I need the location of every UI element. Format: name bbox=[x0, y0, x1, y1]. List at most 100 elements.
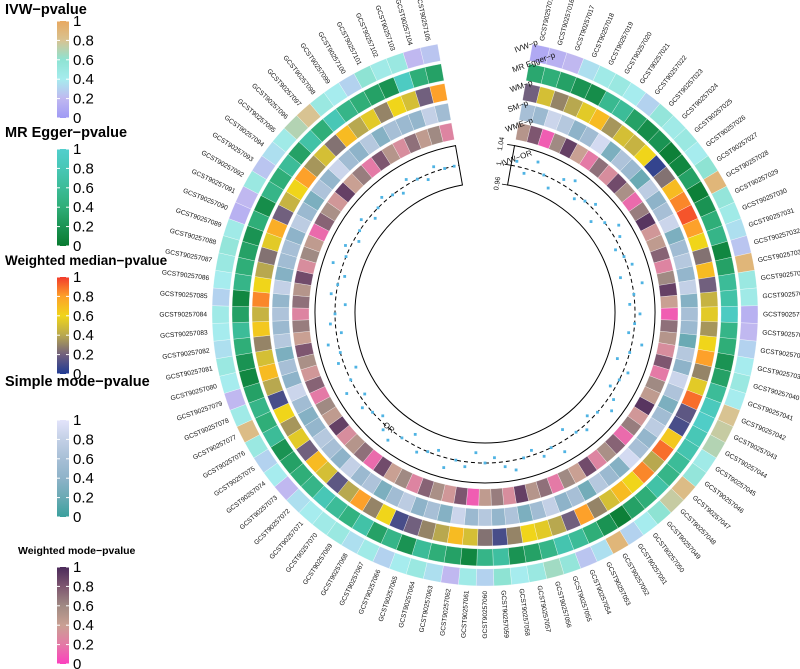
or-point bbox=[562, 178, 566, 181]
or-point bbox=[413, 432, 417, 436]
or-point bbox=[573, 179, 577, 183]
id-label: GCST90257078 bbox=[183, 417, 230, 442]
heatmap-cell-ivw bbox=[493, 567, 512, 587]
heatmap-cell-ivw bbox=[734, 252, 755, 274]
legend-tick-label: 1 bbox=[73, 269, 81, 286]
id-label: GCST90257079 bbox=[176, 400, 224, 422]
heatmap-cell-wme bbox=[291, 319, 311, 334]
heatmap-cell-ivw bbox=[211, 287, 231, 307]
heatmap-cell-egger bbox=[719, 289, 739, 307]
legend-tick-label: 0.8 bbox=[73, 160, 94, 177]
or-point bbox=[610, 409, 614, 413]
heatmap-cell-sm bbox=[434, 103, 452, 123]
heatmap-cell-wm bbox=[699, 291, 719, 308]
heatmap-cell-sm bbox=[271, 293, 290, 308]
id-label: GCST90257090 bbox=[182, 188, 229, 213]
heatmap-cell-egger bbox=[231, 289, 251, 307]
id-label: GCST90257032 bbox=[753, 228, 800, 247]
or-point bbox=[546, 186, 550, 190]
heatmap-cell-egger bbox=[507, 545, 527, 565]
heatmap-cell-wme bbox=[291, 307, 310, 321]
or-point bbox=[463, 465, 467, 469]
heatmap-cell-egger bbox=[717, 337, 737, 356]
or-point bbox=[622, 255, 626, 258]
heatmap-cell-sm bbox=[271, 307, 290, 322]
or-point bbox=[363, 392, 367, 396]
id-label: GCST90257066 bbox=[358, 568, 383, 615]
id-label: GCST90257087 bbox=[164, 248, 212, 264]
id-label: GCST90257081 bbox=[165, 365, 213, 381]
id-label: GCST90257055 bbox=[570, 575, 592, 623]
heatmap-cell-sm bbox=[678, 279, 698, 296]
or-point bbox=[345, 392, 349, 395]
heatmap-cell-egger bbox=[443, 545, 463, 565]
or-point bbox=[437, 448, 440, 452]
legend-colorbar-sm bbox=[57, 420, 69, 517]
or-point bbox=[426, 178, 430, 182]
or-point bbox=[615, 357, 619, 361]
or-point bbox=[401, 191, 405, 195]
or-point bbox=[415, 450, 419, 454]
legend-title-wm: Weighted median−pvalue bbox=[5, 253, 168, 268]
heatmap-cell-sm bbox=[680, 307, 699, 322]
or-point bbox=[522, 171, 526, 175]
legend-tick-label: 0.4 bbox=[73, 327, 94, 344]
legend-tick-label: 0.4 bbox=[73, 617, 94, 634]
or-point bbox=[331, 261, 335, 265]
heatmap-cell-egger bbox=[232, 321, 251, 340]
heatmap-cell-wm bbox=[429, 83, 448, 104]
legend-title-egger: MR Egger−pvalue bbox=[5, 125, 127, 141]
or-point bbox=[608, 384, 612, 388]
heatmap-cell-wm bbox=[699, 321, 718, 338]
or-point bbox=[442, 466, 446, 469]
id-label: GCST90257061 bbox=[461, 590, 471, 638]
heatmap-cell-wme bbox=[291, 295, 310, 309]
legend-tick-label: 1 bbox=[73, 412, 81, 429]
legend-colorbar-egger bbox=[57, 149, 69, 246]
heatmap-cell-sm bbox=[477, 508, 493, 527]
or-point bbox=[589, 220, 593, 223]
or-point bbox=[628, 302, 632, 306]
legend-title-sm: Simple mode−pvalue bbox=[5, 374, 150, 390]
or-point bbox=[400, 436, 404, 440]
id-label: GCST90257035 bbox=[762, 290, 800, 300]
legend-tick-label: 0.4 bbox=[73, 71, 94, 88]
heatmap-cell-wm bbox=[251, 306, 270, 323]
heatmap-cell-ivw bbox=[212, 270, 233, 290]
or-point bbox=[503, 465, 507, 469]
heatmap-cell-egger bbox=[717, 273, 738, 292]
or-point bbox=[572, 197, 576, 201]
legend-tick-label: 0 bbox=[73, 238, 81, 255]
heatmap-cell-wm bbox=[477, 528, 493, 547]
or-point bbox=[628, 351, 632, 354]
heatmap-cell-wm bbox=[462, 527, 479, 547]
or-point bbox=[632, 292, 636, 296]
or-point bbox=[359, 218, 363, 222]
or-point bbox=[373, 216, 377, 220]
id-label: GCST90257060 bbox=[482, 591, 489, 639]
or-axis-tick-label: 1.04 bbox=[497, 136, 506, 151]
heatmap-cell-egger bbox=[231, 306, 250, 323]
or-axis-tick-label: 1 bbox=[496, 161, 504, 166]
heatmap-cell-sm bbox=[680, 293, 699, 308]
heatmap-cell-ivw bbox=[458, 567, 477, 587]
or-point bbox=[333, 312, 337, 316]
heatmap-cell-egger bbox=[232, 273, 253, 292]
heatmap-cell-sm bbox=[679, 320, 698, 336]
or-point bbox=[381, 414, 385, 418]
heatmap-cell-egger bbox=[492, 547, 510, 567]
or-axis-tick bbox=[501, 183, 508, 186]
heatmap-cell-ivw bbox=[526, 562, 547, 583]
or-point bbox=[596, 410, 599, 414]
or-point bbox=[493, 456, 496, 460]
heatmap-cell-ivw bbox=[740, 305, 759, 324]
heatmap-cell-egger bbox=[476, 548, 494, 567]
id-label: GCST90257030 bbox=[741, 187, 788, 212]
heatmap-cell-ivw bbox=[213, 339, 233, 360]
or-point bbox=[432, 165, 436, 169]
heatmap-cell-sm bbox=[464, 507, 479, 527]
or-point bbox=[585, 428, 589, 432]
heatmap-cell-egger bbox=[719, 321, 738, 340]
or-point bbox=[376, 206, 380, 210]
